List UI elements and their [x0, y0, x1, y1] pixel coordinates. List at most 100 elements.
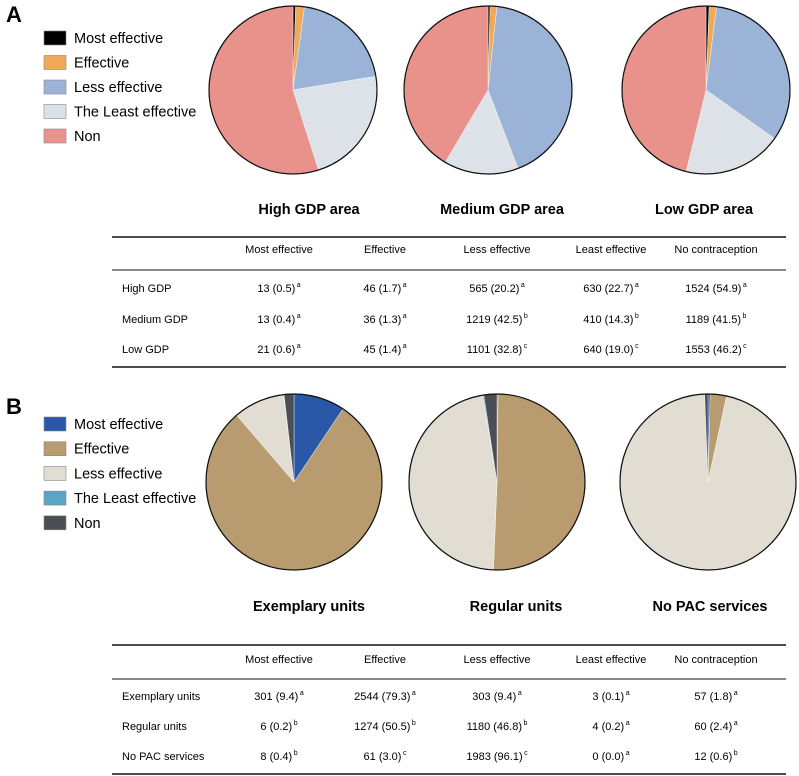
cell-superscript: a	[403, 282, 407, 289]
cell-value: 13 (0.5)	[257, 283, 295, 295]
cell-value: 1524 (54.9)	[685, 283, 741, 295]
cell-value: 1983 (96.1)	[466, 751, 522, 763]
legend-swatch	[43, 55, 67, 70]
row-label: Low GDP	[122, 344, 169, 356]
cell-value: 12 (0.6)	[694, 751, 732, 763]
table-cell: 3 (0.1) a	[592, 690, 629, 703]
pie-chart	[619, 393, 797, 571]
cell-superscript: a	[297, 313, 301, 320]
table-cell: 12 (0.6) b	[694, 750, 737, 763]
row-label: Exemplary units	[122, 691, 201, 703]
pie-chart	[621, 5, 791, 175]
panel-B: B Most effective Effective Less effective Th…	[6, 393, 797, 775]
cell-superscript: a	[626, 720, 630, 727]
table-header: No contraception	[674, 244, 757, 256]
cell-value: 60 (2.4)	[694, 721, 732, 733]
table-header: Least effective	[576, 654, 647, 666]
legend-swatch	[43, 515, 67, 531]
row-label: High GDP	[122, 283, 172, 295]
cell-superscript: a	[734, 720, 738, 727]
table-row: No PAC services 8 (0.4) b 61 (3.0) c 1983 (96…	[122, 750, 738, 763]
pie-title: No PAC services	[653, 599, 768, 615]
cell-value: 13 (0.4)	[257, 314, 295, 326]
legend-label: Non	[74, 129, 101, 145]
row-label: Medium GDP	[122, 314, 188, 326]
cell-superscript: a	[626, 690, 630, 697]
cell-superscript: c	[635, 343, 639, 350]
cell-superscript: a	[521, 282, 525, 289]
cell-superscript: b	[524, 720, 528, 727]
cell-superscript: a	[297, 343, 301, 350]
pie-slice	[408, 394, 498, 571]
table-row: High GDP 13 (0.5) a 46 (1.7) a 565 (20.2) a 630…	[122, 282, 747, 295]
legend-swatch	[43, 441, 67, 457]
table-cell: 0 (0.0) a	[592, 750, 629, 763]
table-cell: 4 (0.2) a	[592, 720, 629, 733]
table-row: Medium GDP 13 (0.4) a 36 (1.3) a 1219 (42.5) b…	[122, 313, 747, 326]
table-header: Effective	[364, 654, 406, 666]
table-cell: 57 (1.8) a	[694, 690, 737, 703]
table-cell: 6 (0.2) b	[260, 720, 297, 733]
cell-superscript: c	[403, 750, 407, 757]
legend-label: Less effective	[74, 466, 162, 482]
pie-chart	[408, 393, 586, 571]
cell-superscript: a	[743, 282, 747, 289]
cell-value: 303 (9.4)	[472, 691, 516, 703]
panel-letter: B	[6, 394, 22, 419]
cell-value: 4 (0.2)	[592, 721, 624, 733]
data-table: Most effective Effective Less effective Lea…	[112, 236, 786, 368]
table-cell: 1101 (32.8) c	[467, 343, 528, 356]
cell-superscript: b	[412, 720, 416, 727]
cell-value: 1180 (46.8)	[467, 721, 522, 733]
legend-swatch	[43, 79, 67, 95]
table-cell: 21 (0.6) a	[257, 343, 300, 356]
cell-superscript: b	[524, 313, 528, 320]
pie-border	[208, 5, 378, 175]
cell-value: 301 (9.4)	[254, 691, 298, 703]
table-header: No contraception	[674, 654, 757, 666]
pie-chart	[205, 393, 383, 571]
table-cell: 630 (22.7) a	[583, 282, 639, 295]
cell-superscript: a	[412, 690, 416, 697]
cell-superscript: b	[635, 313, 639, 320]
legend-label: Effective	[74, 442, 129, 458]
cell-value: 6 (0.2)	[260, 721, 292, 733]
cell-value: 410 (14.3)	[583, 314, 633, 326]
table-cell: 36 (1.3) a	[363, 313, 406, 326]
cell-value: 3 (0.1)	[592, 691, 624, 703]
table-cell: 301 (9.4) a	[254, 690, 304, 703]
cell-value: 45 (1.4)	[363, 344, 401, 356]
panel-A: A Most effective Effective Less effective Th…	[6, 2, 791, 368]
legend-label: The Least effective	[74, 491, 196, 507]
cell-value: 1274 (50.5)	[354, 721, 410, 733]
legend-swatch	[43, 466, 67, 481]
cell-value: 2544 (79.3)	[354, 691, 410, 703]
table-cell: 1983 (96.1) c	[466, 750, 528, 763]
cell-superscript: a	[297, 282, 301, 289]
data-table: Most effective Effective Less effective Lea…	[112, 644, 786, 775]
legend-label: Effective	[74, 56, 129, 72]
cell-superscript: a	[635, 282, 639, 289]
pie-title: Low GDP area	[655, 202, 754, 218]
table-cell: 303 (9.4) a	[472, 690, 522, 703]
table-cell: 46 (1.7) a	[363, 282, 406, 295]
table-cell: 1180 (46.8) b	[467, 720, 528, 733]
table-cell: 565 (20.2) a	[469, 282, 525, 295]
table-cell: 60 (2.4) a	[694, 720, 737, 733]
pie-title: High GDP area	[258, 202, 360, 218]
table-header: Most effective	[245, 654, 313, 666]
panel-letter: A	[6, 2, 22, 27]
table-cell: 61 (3.0) c	[364, 750, 407, 763]
table-row: Low GDP 21 (0.6) a 45 (1.4) a 1101 (32.8) c 640…	[122, 343, 747, 356]
cell-superscript: c	[524, 750, 528, 757]
cell-value: 1553 (46.2)	[685, 344, 741, 356]
table-cell: 1553 (46.2) c	[685, 343, 747, 356]
cell-value: 61 (3.0)	[364, 751, 402, 763]
cell-superscript: c	[743, 343, 747, 350]
pie-title: Regular units	[470, 599, 563, 615]
row-label: Regular units	[122, 721, 187, 733]
cell-superscript: b	[294, 720, 298, 727]
pie-chart	[403, 5, 573, 175]
pie-slice	[292, 6, 377, 91]
